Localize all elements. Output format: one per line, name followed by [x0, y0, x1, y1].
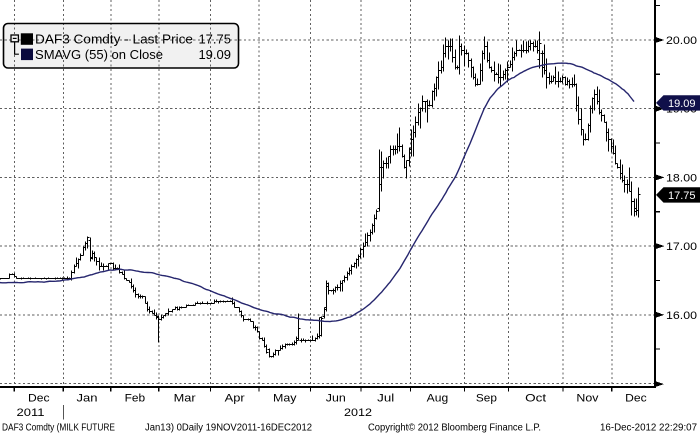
svg-text:DAF3 Comdty - Last Price: DAF3 Comdty - Last Price: [35, 32, 193, 47]
svg-text:SMAVG (55) on Close: SMAVG (55) on Close: [35, 47, 163, 62]
svg-text:Jul: Jul: [377, 393, 394, 405]
svg-text:DAF3 Comdty (MILK FUTURE: DAF3 Comdty (MILK FUTURE: [2, 423, 115, 434]
svg-text:17.75: 17.75: [668, 190, 696, 202]
svg-text:Feb: Feb: [125, 393, 146, 405]
svg-text:Apr: Apr: [225, 393, 245, 405]
svg-text:2012: 2012: [344, 407, 372, 419]
svg-text:Aug: Aug: [427, 393, 449, 405]
svg-text:Dec: Dec: [625, 393, 647, 405]
svg-text:Jan13) 0Daily 19NOV2011-16DEC2: Jan13) 0Daily 19NOV2011-16DEC2012: [145, 423, 312, 434]
svg-text:Mar: Mar: [174, 393, 196, 405]
svg-text:16-Dec-2012 22:29:07: 16-Dec-2012 22:29:07: [600, 423, 697, 434]
svg-text:17.75: 17.75: [198, 32, 231, 47]
svg-text:May: May: [273, 393, 297, 405]
svg-text:Nov: Nov: [576, 393, 599, 405]
svg-text:18.00: 18.00: [666, 172, 697, 184]
svg-text:19.09: 19.09: [198, 47, 231, 62]
svg-text:2011: 2011: [17, 407, 45, 419]
svg-text:19.09: 19.09: [668, 98, 696, 110]
svg-text:Sep: Sep: [476, 393, 497, 405]
svg-text:20.00: 20.00: [666, 35, 697, 47]
svg-text:17.00: 17.00: [666, 241, 697, 253]
svg-text:Copyright© 2012 Bloomberg Fina: Copyright© 2012 Bloomberg Finance L.P.: [368, 423, 541, 434]
svg-text:16.00: 16.00: [666, 310, 697, 322]
svg-text:Dec: Dec: [28, 393, 50, 405]
svg-text:Jun: Jun: [326, 393, 346, 405]
svg-text:Jan: Jan: [77, 393, 98, 405]
svg-text:Oct: Oct: [525, 393, 546, 405]
